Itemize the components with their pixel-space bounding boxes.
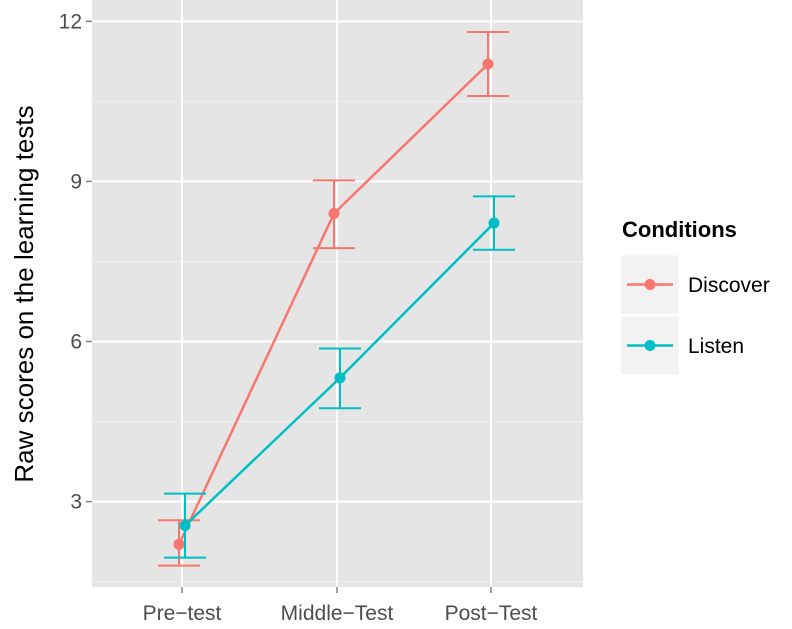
y-tick-label: 12	[59, 10, 82, 33]
legend-label: Discover	[688, 274, 770, 297]
legend-title: Conditions	[622, 217, 737, 242]
x-tick-label: Post−Test	[445, 602, 538, 625]
legend-key-point	[644, 279, 656, 290]
legend-key-point	[644, 340, 656, 351]
gridlines	[92, 0, 583, 587]
y-axis: 3 6 9 12	[59, 10, 92, 514]
legend: Conditions Discover Listen	[620, 217, 770, 376]
y-tick-label: 9	[70, 170, 82, 193]
data-point	[482, 58, 494, 70]
x-axis: Pre−test Middle−Test Post−Test	[143, 587, 538, 625]
series-listen	[164, 195, 515, 559]
y-axis-title: Raw scores on the learning tests	[9, 105, 39, 482]
series-layer	[158, 31, 515, 567]
data-point	[179, 520, 191, 532]
x-tick-label: Middle−Test	[281, 602, 394, 625]
data-point	[328, 207, 340, 219]
legend-label: Listen	[688, 335, 744, 358]
data-point	[334, 372, 346, 384]
y-tick-label: 3	[70, 491, 82, 514]
data-point	[173, 538, 185, 550]
y-tick-label: 6	[70, 331, 82, 354]
data-point	[488, 217, 500, 229]
series-discover	[158, 31, 509, 567]
x-tick-label: Pre−test	[143, 602, 222, 625]
